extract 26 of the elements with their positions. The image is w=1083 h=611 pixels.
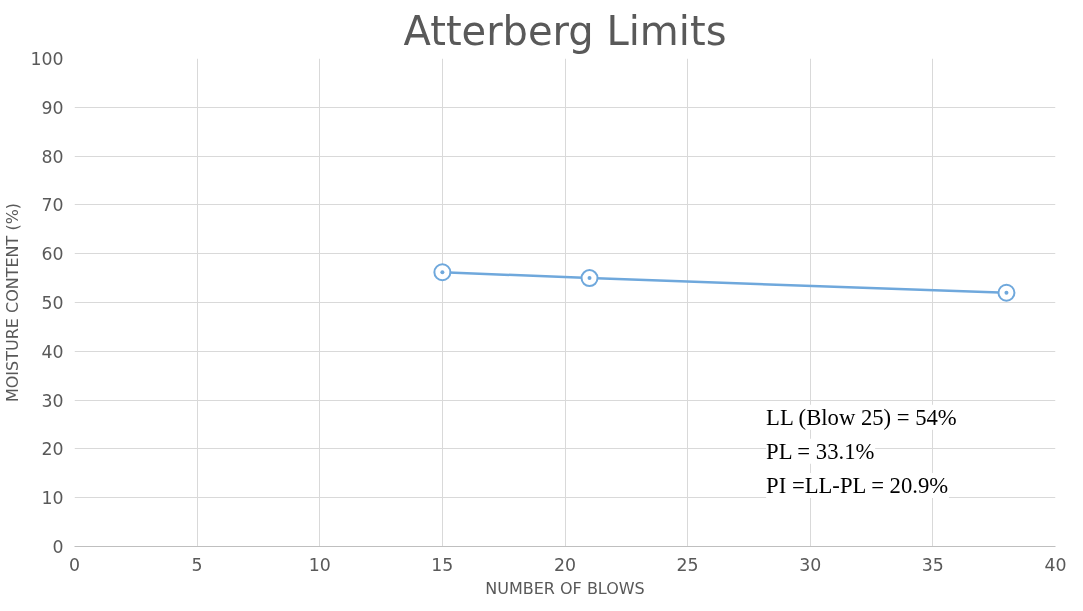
chart-title: Atterberg Limits bbox=[403, 7, 727, 54]
x-tick-label: 20 bbox=[553, 554, 577, 575]
x-tick-label: 10 bbox=[308, 554, 331, 575]
x-tick-label: 15 bbox=[431, 554, 454, 575]
x-tick-label: 0 bbox=[68, 554, 81, 575]
y-tick-label: 50 bbox=[41, 293, 64, 313]
annotation: LL (Blow 25) = 54% bbox=[766, 404, 957, 430]
x-tick-label: 35 bbox=[921, 554, 944, 575]
y-tick-label: 80 bbox=[41, 146, 64, 167]
y-tick-label: 90 bbox=[41, 97, 64, 118]
x-tick-label: 5 bbox=[191, 554, 203, 575]
y-tick-label: 60 bbox=[41, 244, 64, 265]
y-tick-label: 70 bbox=[41, 195, 64, 216]
y-tick-label: 0 bbox=[52, 537, 64, 557]
y-tick-label: 20 bbox=[41, 439, 64, 460]
annotation: PL = 33.1% bbox=[766, 438, 875, 464]
x-tick-label: 30 bbox=[799, 554, 822, 575]
x-tick-label: 40 bbox=[1044, 554, 1067, 575]
y-tick-label: 40 bbox=[41, 341, 64, 362]
y-axis-title: MOISTURE CONTENT (%) bbox=[3, 202, 23, 403]
x-axis-title: NUMBER OF BLOWS bbox=[485, 578, 645, 598]
y-tick-label: 100 bbox=[30, 49, 64, 69]
y-tick-label: 30 bbox=[41, 390, 64, 411]
x-tick-label: 25 bbox=[676, 554, 699, 575]
y-tick-label: 10 bbox=[41, 488, 64, 509]
annotation: PI =LL-PL = 20.9% bbox=[766, 473, 949, 498]
